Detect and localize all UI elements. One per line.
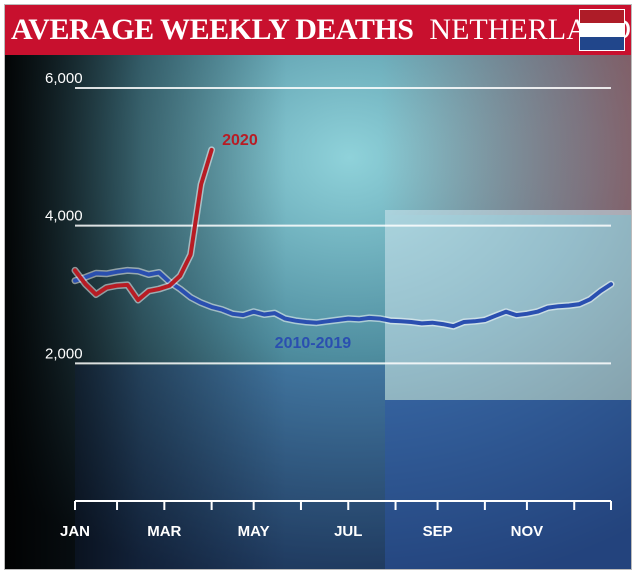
- series-lines: [71, 146, 615, 330]
- series-line-2010-2019: [73, 268, 613, 329]
- x-tick-label: MAR: [147, 523, 181, 540]
- tick-labels: 2,000 4,000 6,000 JAN MAR MAY JUL SEP NOV 2020 201…: [45, 70, 543, 540]
- flag-stripe-white: [580, 23, 624, 37]
- series-label-2020: 2020: [222, 132, 258, 149]
- x-tick-label: SEP: [423, 523, 453, 540]
- y-tick-label: 2,000: [45, 345, 83, 362]
- plot-area: 2,000 4,000 6,000 JAN MAR MAY JUL SEP NOV 2020 201…: [5, 55, 631, 569]
- series-label-2010-2019: 2010-2019: [275, 335, 352, 352]
- flag-stripe-blue: [580, 36, 624, 50]
- series-line-2020: [73, 147, 214, 302]
- flag-stripe-red: [580, 10, 624, 24]
- x-tick-label: MAY: [238, 523, 270, 540]
- line-chart: 2,000 4,000 6,000 JAN MAR MAY JUL SEP NOV 2020 201…: [5, 55, 631, 569]
- grid-lines: [75, 87, 611, 365]
- chart-header: AVERAGE WEEKLY DEATHS NETHERLANDS: [5, 5, 631, 55]
- x-tick-label: JAN: [60, 523, 90, 540]
- x-axis: [74, 500, 612, 510]
- chart-title: AVERAGE WEEKLY DEATHS: [11, 13, 414, 46]
- x-tick-label: NOV: [511, 523, 544, 540]
- x-tick-label: JUL: [334, 523, 362, 540]
- y-tick-label: 6,000: [45, 70, 83, 87]
- chart-frame: AVERAGE WEEKLY DEATHS NETHERLANDS: [4, 4, 632, 570]
- y-tick-label: 4,000: [45, 208, 83, 225]
- netherlands-flag-icon: [579, 9, 625, 51]
